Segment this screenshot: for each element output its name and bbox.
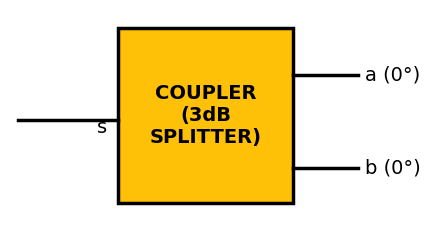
Text: a (0°): a (0°) xyxy=(365,65,420,84)
Text: COUPLER
(3dB
SPLITTER): COUPLER (3dB SPLITTER) xyxy=(149,84,261,147)
Text: s: s xyxy=(97,118,107,137)
Text: b (0°): b (0°) xyxy=(365,159,421,178)
Bar xyxy=(118,28,293,203)
